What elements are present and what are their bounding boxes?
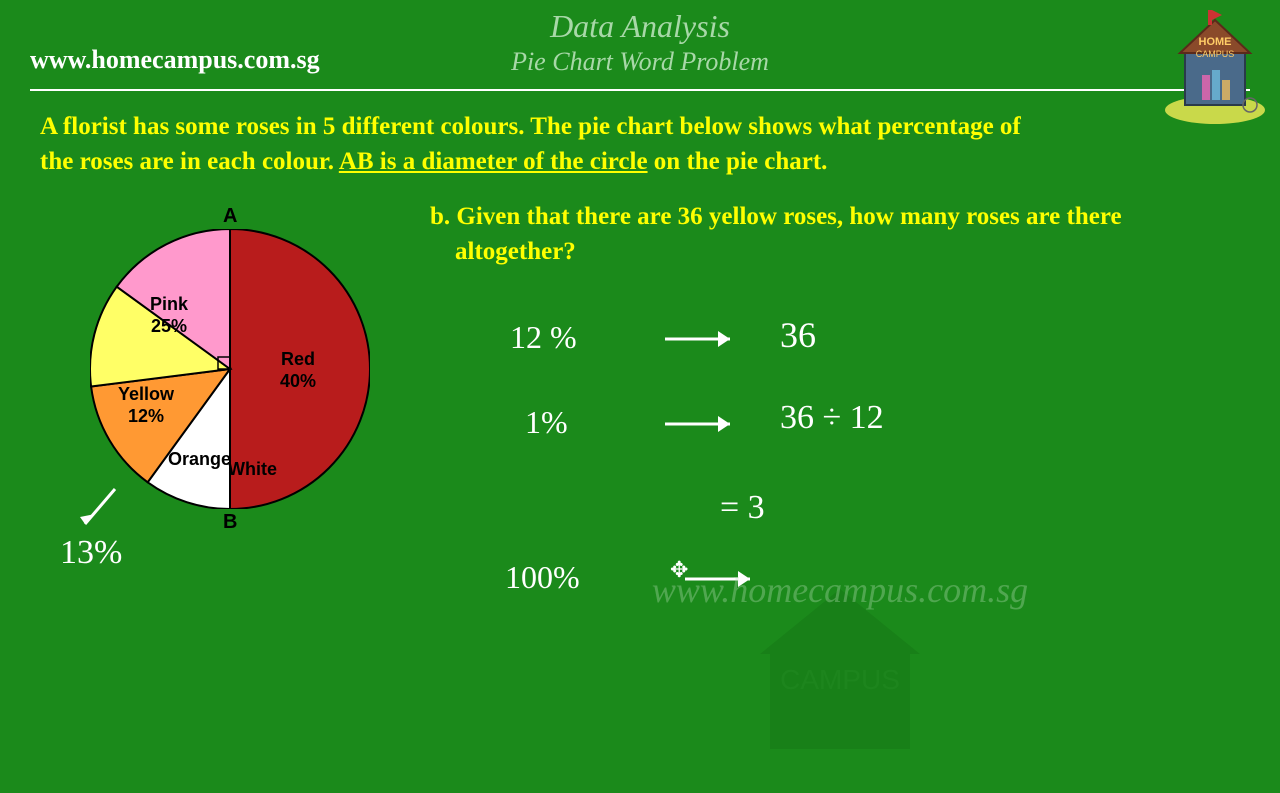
question-line2: altogether? (455, 238, 576, 265)
site-url: www.homecampus.com.sg (30, 45, 320, 75)
svg-text:CAMPUS: CAMPUS (780, 664, 900, 695)
point-a-label: A (223, 205, 237, 228)
work-area: CAMPUS 12 % 36 1% 36 ÷ 12 = 3 100% ✥ (430, 289, 1250, 639)
handwritten-percent: 13% (60, 534, 122, 572)
watermark-text: www.homecampus.com.sg (652, 569, 1028, 611)
question-line1: Given that there are 36 yellow roses, ho… (456, 203, 1121, 230)
page-title: Data Analysis (60, 8, 1220, 45)
point-b-label: B (223, 511, 237, 534)
work-step2-right: 36 ÷ 12 (780, 399, 884, 437)
pie-label-red: Red40% (280, 349, 316, 392)
header: www.homecampus.com.sg Data Analysis Pie … (30, 0, 1250, 91)
logo: HOME CAMPUS (1160, 5, 1270, 125)
arrow-icon (660, 409, 750, 439)
work-step1-left: 12 % (510, 319, 577, 356)
chart-area: A B Red40% WhiteOrange Yellow12% Pink25% 13… (30, 199, 410, 639)
work-step4-left: 100% (505, 559, 580, 596)
svg-text:HOME: HOME (1199, 36, 1232, 48)
work-step1-right: 36 (780, 314, 816, 356)
problem-underlined: AB is a diameter of the circle (339, 148, 648, 175)
work-step3: = 3 (720, 489, 765, 527)
problem-text: A florist has some roses in 5 different … (0, 91, 1280, 189)
annotation-arrow (70, 479, 130, 539)
question-prefix: b. (430, 203, 456, 230)
question-area: b. Given that there are 36 yellow roses,… (410, 199, 1250, 639)
svg-text:CAMPUS: CAMPUS (1196, 49, 1235, 59)
pie-label-pink: Pink25% (150, 294, 188, 337)
pie-label-yellow: Yellow12% (118, 384, 174, 427)
problem-line2-post: on the pie chart. (648, 148, 828, 175)
work-step2-left: 1% (525, 404, 568, 441)
pie-label-white: White (228, 459, 277, 481)
pie-label-orange: Orange (168, 449, 231, 471)
pie-chart: A B Red40%WhiteOrangeYellow12%Pink25% (90, 229, 370, 509)
problem-line2-pre: the roses are in each colour. (40, 148, 339, 175)
content-area: A B Red40% WhiteOrange Yellow12% Pink25% 13… (0, 189, 1280, 649)
arrow-icon (660, 324, 750, 354)
question-text: b. Given that there are 36 yellow roses,… (430, 199, 1250, 269)
problem-line1: A florist has some roses in 5 different … (40, 113, 1021, 140)
